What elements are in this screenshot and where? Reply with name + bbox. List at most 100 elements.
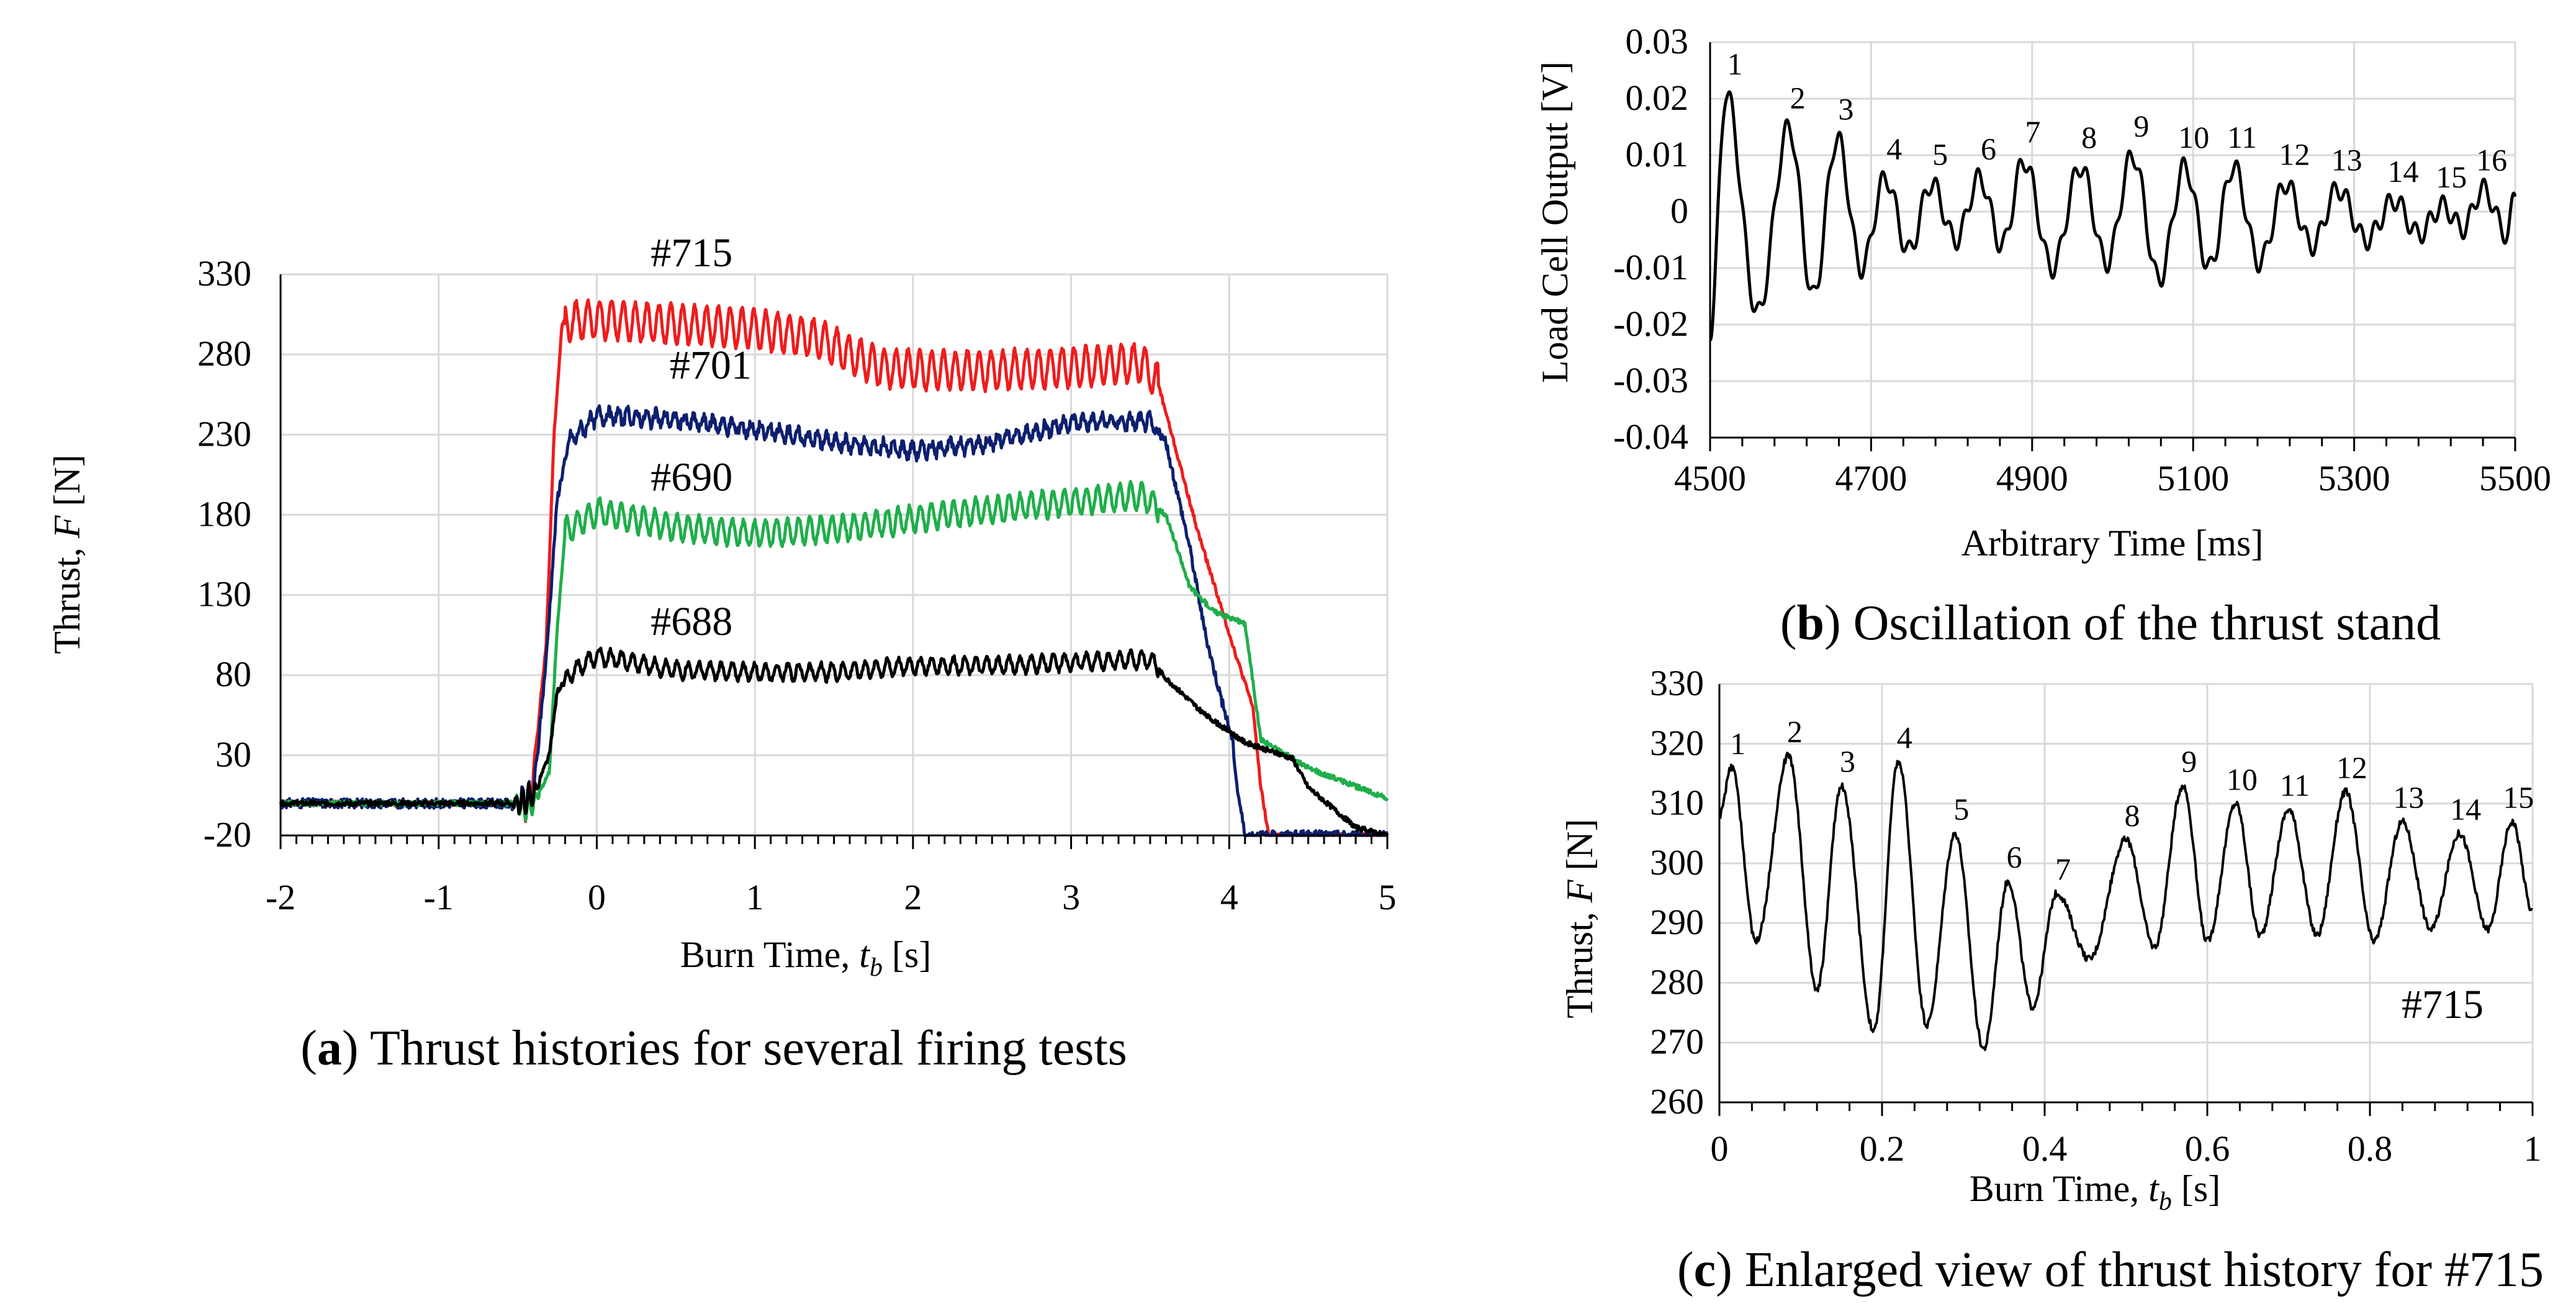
series-line-test-715-enlarged [1718, 752, 2533, 1051]
peak-label: 8 [2125, 798, 2140, 832]
x-tick-label: 4700 [1835, 458, 1907, 498]
x-tick-label: 5100 [2157, 458, 2229, 498]
series-line-test-688 [279, 646, 1389, 837]
peak-label: 4 [1897, 720, 1912, 755]
peak-label: 8 [2081, 120, 2097, 155]
peak-label: 13 [2331, 143, 2362, 178]
y-tick-label: 0.03 [1626, 21, 1689, 61]
y-tick-label: 0.02 [1626, 78, 1689, 118]
y-tick-label: -0.01 [1613, 247, 1688, 287]
x-tick-label: 5500 [2479, 458, 2551, 498]
panel-c-caption: (c) Enlarged view of thrust history for … [1677, 1243, 2544, 1297]
y-tick-label: 300 [1650, 842, 1704, 883]
series-line-test-701 [279, 404, 1389, 837]
peak-label: 2 [1787, 714, 1803, 749]
peak-label: 16 [2476, 143, 2507, 178]
x-tick-label: 3 [1062, 877, 1080, 917]
y-tick-label: 130 [197, 574, 251, 614]
panel-b-y-tick-labels: -0.04 -0.03 -0.02 -0.01 0 0.01 0.02 0.03 [1613, 21, 1688, 457]
series-line-load-cell [1709, 90, 2517, 341]
y-tick-label: 0.01 [1626, 134, 1689, 174]
peak-label: 10 [2227, 762, 2258, 797]
panel-b-thrust-stand-oscillation: 4500 4700 4900 5100 5300 5500 -0.04-0.03-0.02… [1534, 21, 2551, 650]
x-tick-label: 0.8 [2348, 1128, 2393, 1169]
panel-b-peak-labels: 12 34 5 6 7 8 9 10 11 12 13 14 15 16 [1727, 47, 2507, 194]
panel-c-y-tick-labels: 260 270 280 290 300 310 320 330 [1650, 663, 1704, 1122]
x-tick-label: 0.6 [2185, 1128, 2230, 1169]
peak-label: 10 [2178, 120, 2209, 155]
panel-c-y-axis-label: Thrust, F [N] [1559, 819, 1600, 1019]
x-tick-label: 4 [1220, 877, 1238, 917]
y-tick-label: 330 [1650, 663, 1704, 703]
panel-c-inset-label: #715 [2402, 982, 2484, 1027]
y-tick-label: 260 [1650, 1081, 1704, 1122]
y-tick-label: -20 [204, 814, 251, 855]
peak-label: 9 [2181, 744, 2197, 779]
x-tick-label: 5 [1379, 877, 1397, 917]
panel-a-series [279, 298, 1389, 837]
peak-label: 6 [2007, 840, 2022, 875]
y-tick-label: 30 [215, 734, 251, 775]
y-tick-label: -0.02 [1613, 304, 1688, 344]
peak-label: 6 [1981, 131, 1996, 166]
panel-b-caption: (b) Oscillation of the thrust stand [1780, 596, 2441, 650]
y-tick-label: 310 [1650, 783, 1704, 823]
peak-label: 3 [1838, 92, 1853, 127]
peak-label: 11 [2280, 768, 2310, 803]
panel-a-x-axis-label: Burn Time, tb [s] [680, 934, 931, 982]
peak-label: 5 [1953, 792, 1969, 827]
x-tick-label: 4900 [1996, 458, 2068, 498]
x-tick-label: 0.2 [1860, 1128, 1905, 1169]
peak-label: 3 [1840, 744, 1855, 779]
panel-c-x-axis-label: Burn Time, tb [s] [1970, 1168, 2220, 1216]
series-annotation: #715 [651, 230, 732, 276]
x-tick-label: -2 [266, 877, 295, 917]
peak-label: 12 [2336, 750, 2367, 785]
panel-c-enlarged-thrust-715: 0 0.2 0.4 0.6 0.8 1 260270280290300310320330 … [1559, 663, 2544, 1297]
panel-c-x-tick-labels: 0 0.2 0.4 0.6 0.8 1 [1711, 1128, 2542, 1169]
panel-c-axes [1718, 684, 2534, 1116]
peak-label: 13 [2393, 780, 2424, 814]
panel-b-series [1709, 90, 2517, 341]
x-tick-label: 0 [1711, 1128, 1729, 1169]
y-tick-label: 280 [197, 333, 251, 374]
series-line-test-690 [279, 480, 1389, 822]
y-tick-label: 280 [1650, 961, 1704, 1002]
y-tick-label: 0 [1670, 191, 1688, 231]
peak-label: 11 [2227, 120, 2257, 155]
y-tick-label: 290 [1650, 902, 1704, 942]
series-annotation: #701 [670, 343, 752, 388]
panel-c-gridlines [1718, 683, 2534, 1104]
x-tick-label: 2 [904, 877, 922, 917]
peak-label: 14 [2450, 792, 2481, 827]
peak-label: 14 [2387, 154, 2418, 189]
peak-label: 7 [2055, 852, 2071, 886]
peak-label: 4 [1886, 131, 1902, 166]
panel-a-y-tick-labels: -20 30 80 130 180 230 280 330 [197, 253, 251, 855]
panel-a-y-axis-label: Thrust, F [N] [47, 454, 88, 654]
peak-label: 1 [1730, 726, 1745, 761]
peak-label: 7 [2025, 114, 2040, 149]
series-annotation: #688 [651, 599, 732, 644]
y-tick-label: 270 [1650, 1022, 1704, 1062]
x-tick-label: 0 [588, 877, 606, 917]
peak-label: 12 [2279, 137, 2310, 172]
series-annotation: #690 [651, 455, 732, 500]
y-tick-label: 80 [215, 654, 251, 695]
y-tick-label: -0.03 [1613, 360, 1688, 400]
panel-c-series [1718, 752, 2533, 1051]
panel-b-y-axis-label: Load Cell Output [V] [1534, 61, 1575, 383]
peak-label: 9 [2133, 109, 2149, 143]
panel-a-caption: (a) Thrust histories for several firing … [300, 1021, 1127, 1076]
peak-label: 2 [1790, 81, 1806, 115]
x-tick-label: 0.4 [2022, 1128, 2068, 1169]
peak-label: 5 [1932, 137, 1948, 172]
panel-a-annotations: #715 #701 #690 #688 [651, 230, 752, 644]
panel-b-axes [1709, 42, 2516, 451]
y-tick-label: 180 [197, 493, 251, 534]
x-tick-label: 5300 [2318, 458, 2390, 498]
peak-label: 15 [2503, 780, 2534, 814]
x-tick-label: 1 [2524, 1128, 2542, 1169]
